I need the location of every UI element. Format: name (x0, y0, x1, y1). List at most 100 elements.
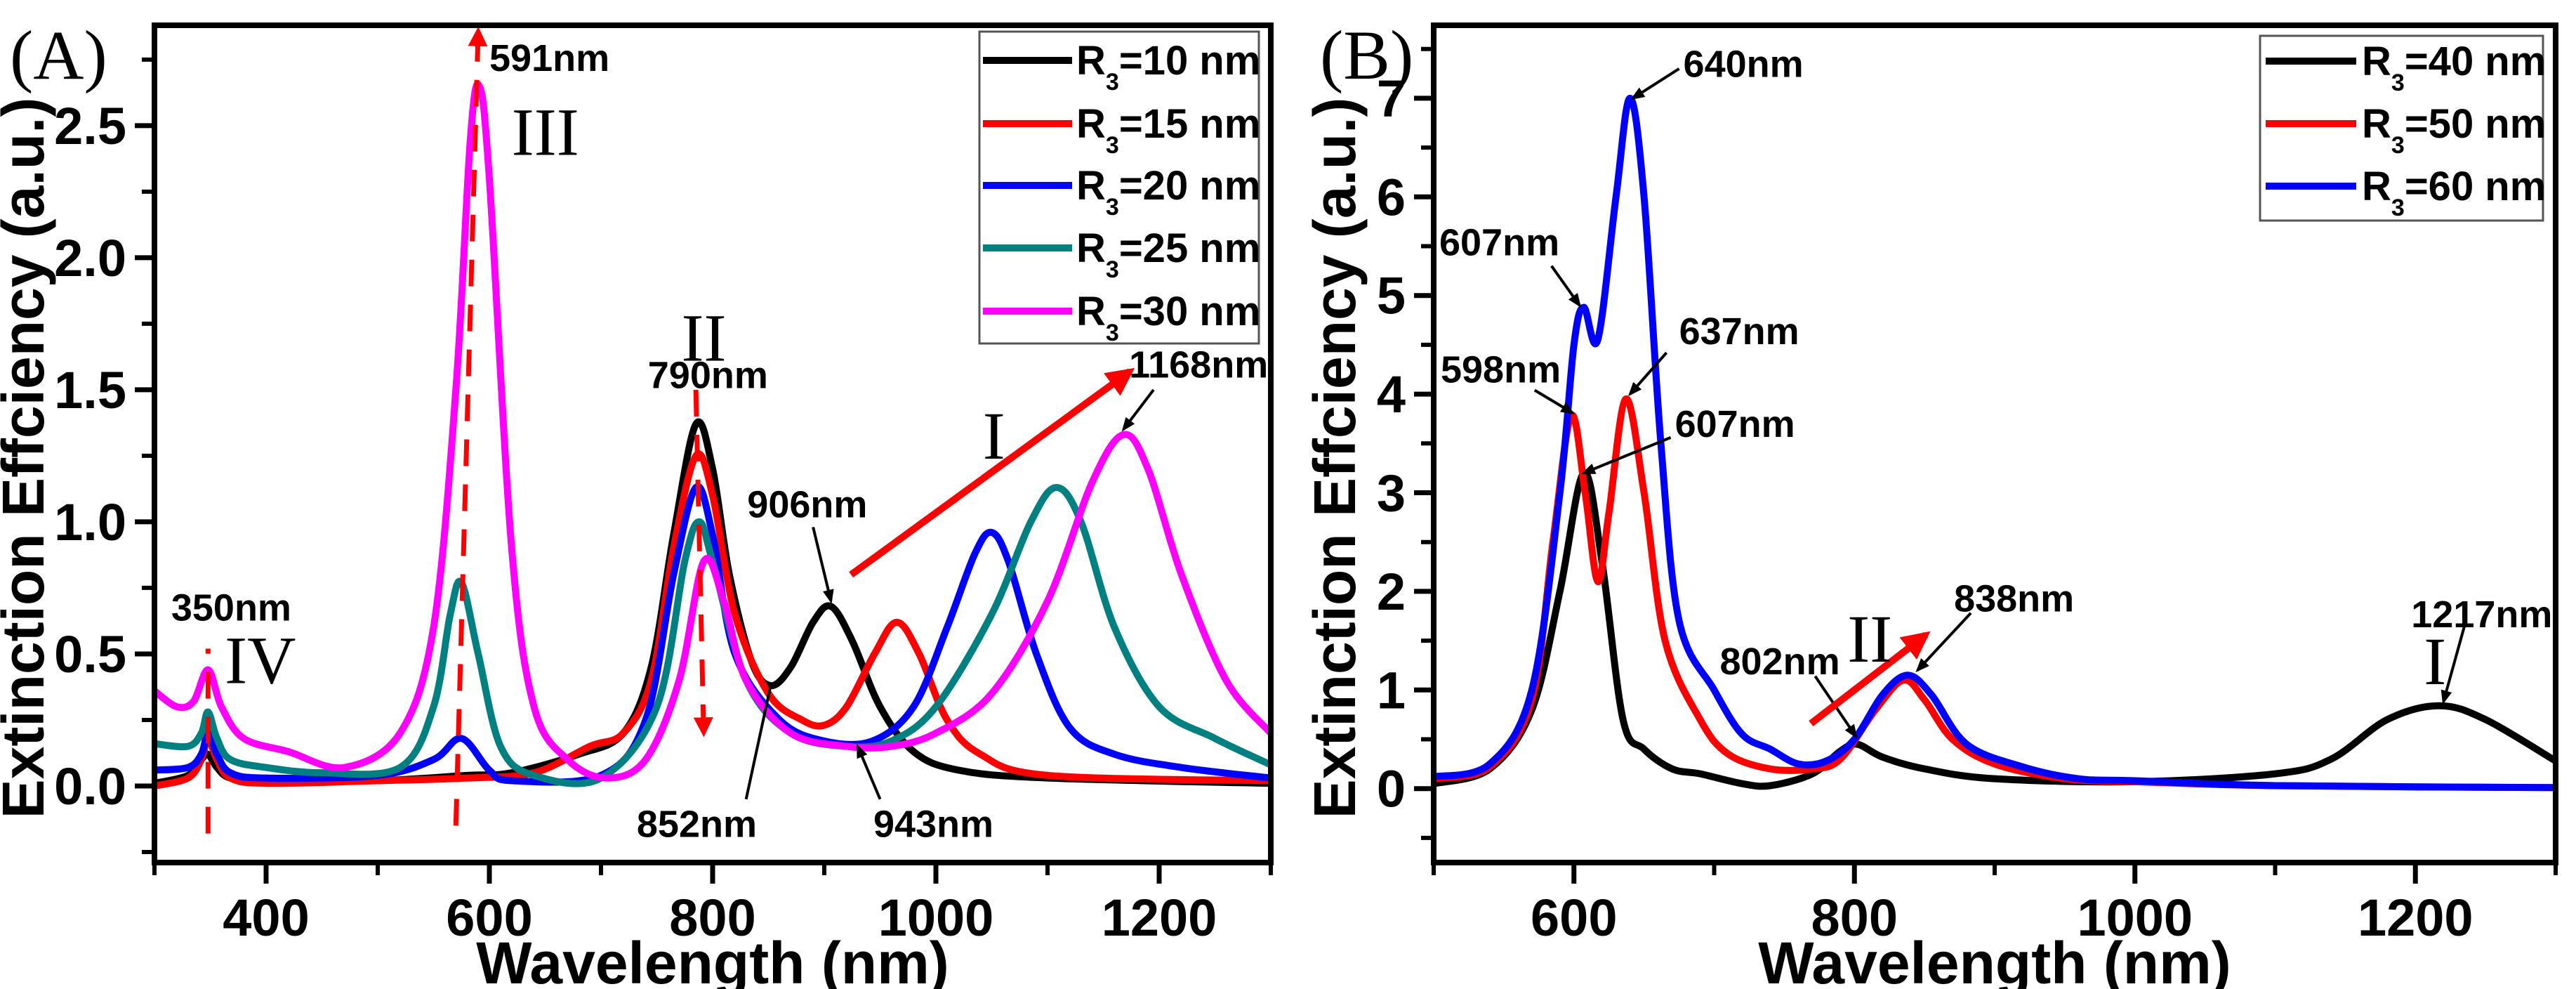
y-tick-label: 4 (1377, 365, 1406, 424)
peak-label: 637nm (1679, 310, 1799, 353)
x-tick-label: 1000 (2077, 889, 2193, 947)
legend-label-rest: =25 nm (1119, 225, 1261, 271)
mode-label: III (512, 94, 579, 169)
peak-label: 943nm (873, 804, 993, 846)
legend-label-rest: =50 nm (2405, 101, 2547, 147)
y-tick-label: 6 (1377, 168, 1406, 226)
legend-label-main: R (1076, 163, 1106, 209)
series-line-r3-60-nm (1434, 94, 2556, 792)
annotation-arrow (1581, 436, 1672, 475)
legend-label-rest: =60 nm (2405, 164, 2547, 209)
red-arrow (1809, 631, 1931, 726)
x-axis-title: Wavelength (nm) (476, 930, 949, 989)
peak-label: 802nm (1719, 641, 1839, 683)
series-line-r3-40-nm (1434, 469, 2556, 790)
annotation-arrow (744, 685, 772, 800)
y-tick-label: 3 (1377, 464, 1406, 522)
x-tick-label: 800 (669, 889, 755, 947)
legend-label-rest: =30 nm (1119, 289, 1261, 334)
legend-label: R3=40 nm (2362, 39, 2546, 96)
mode-label: I (2424, 624, 2446, 699)
y-tick-label: 1 (1377, 661, 1406, 719)
peak-label: 790nm (648, 354, 768, 396)
y-tick-label: 0 (1377, 760, 1406, 818)
legend-label-main: R (2362, 101, 2391, 147)
y-tick-label: 2.0 (54, 229, 126, 287)
peak-label: 640nm (1684, 43, 1804, 85)
legend-label-rest: =40 nm (2405, 39, 2547, 84)
x-tick-label: 800 (1811, 889, 1898, 947)
x-tick-label: 1200 (1102, 889, 1217, 947)
mode-label: IV (225, 622, 296, 697)
legend-label-subscript: 3 (1106, 69, 1119, 96)
legend-label: R3=20 nm (1076, 163, 1260, 221)
y-tick-label: 2.5 (54, 97, 126, 155)
annotation-arrow (856, 743, 882, 800)
peak-label: 350nm (171, 587, 291, 629)
legend-label-subscript: 3 (1106, 194, 1119, 221)
panel-b: 600 800 1000 1200 0 1 2 3 4 5 6 7 Wavelength (nm) Ext… (1302, 16, 2558, 989)
x-axis-title: Wavelength (nm) (1758, 930, 2231, 989)
legend-label-rest: =10 nm (1119, 38, 1261, 84)
legend-item: R3=50 nm (2266, 101, 2546, 159)
series-line-r3-30-nm (154, 80, 1271, 782)
series-group (1434, 94, 2556, 792)
legend-label-main: R (1076, 289, 1106, 334)
legend-item: R3=40 nm (2266, 39, 2546, 96)
series-line-r3-15-nm (154, 450, 1271, 790)
peak-label: 906nm (747, 484, 867, 526)
y-tick-label: 2 (1377, 563, 1406, 621)
legend-label-subscript: 3 (2391, 70, 2405, 96)
legend-label-subscript: 3 (1106, 320, 1119, 346)
peak-label: 591nm (489, 37, 609, 79)
y-tick-label: 0.5 (54, 625, 126, 683)
peak-label: 607nm (1675, 403, 1795, 445)
legend-item: R3=25 nm (983, 225, 1260, 283)
legend-label-rest: =20 nm (1119, 163, 1261, 209)
legend-box (2259, 34, 2544, 222)
peak-label: 607nm (1439, 221, 1559, 263)
legend-label-subscript: 3 (1106, 132, 1119, 159)
legend-label-main: R (1076, 101, 1106, 147)
peak-label: 852nm (637, 804, 757, 846)
legend-label-main: R (2362, 39, 2391, 84)
peak-label: 1168nm (1129, 343, 1268, 386)
annotation-arrow (812, 526, 834, 604)
y-axis-title: Extinction Effciency (a.u.) (1302, 98, 1368, 819)
annotation-arrow (1533, 388, 1576, 414)
annotation-arrow (2440, 625, 2466, 705)
x-tick-label: 1000 (878, 889, 994, 947)
peak-label: 838nm (1954, 577, 2074, 620)
series-line-r3-20-nm (154, 483, 1271, 786)
panel-label: (A) (10, 16, 107, 94)
annotation-arrow (1628, 351, 1668, 397)
peak-label: 1217nm (2411, 594, 2552, 636)
legend-item: R3=15 nm (983, 101, 1260, 159)
mode-label: II (1847, 601, 1892, 676)
legend-label: R3=60 nm (2362, 164, 2546, 221)
x-tick-label: 400 (223, 889, 309, 947)
annotation-arrow (1550, 265, 1582, 308)
y-axis-title: Extinction Effciency (a.u.) (0, 98, 56, 819)
red-arrow (693, 389, 713, 738)
x-tick-label: 600 (446, 889, 532, 947)
annotation-arrow (1121, 388, 1155, 432)
legend-item: R3=10 nm (983, 38, 1260, 96)
y-tick-label: 0.0 (54, 757, 126, 816)
legend-label-subscript: 3 (1106, 256, 1119, 283)
legend-label: R3=30 nm (1076, 289, 1260, 346)
legend-label: R3=10 nm (1076, 38, 1260, 96)
legend-label: R3=15 nm (1076, 101, 1260, 159)
legend-label-main: R (1076, 38, 1106, 84)
legend-label-rest: =15 nm (1119, 101, 1261, 147)
x-tick-label: 600 (1531, 889, 1617, 947)
legend-item: R3=60 nm (2266, 164, 2546, 221)
annotation-arrow (1915, 612, 1972, 673)
legend-label: R3=25 nm (1076, 225, 1260, 283)
legend-label-subscript: 3 (2391, 195, 2405, 221)
annotation-arrow (1630, 67, 1680, 100)
series-line-r3-25-nm (154, 484, 1271, 787)
legend-item: R3=30 nm (983, 289, 1260, 346)
